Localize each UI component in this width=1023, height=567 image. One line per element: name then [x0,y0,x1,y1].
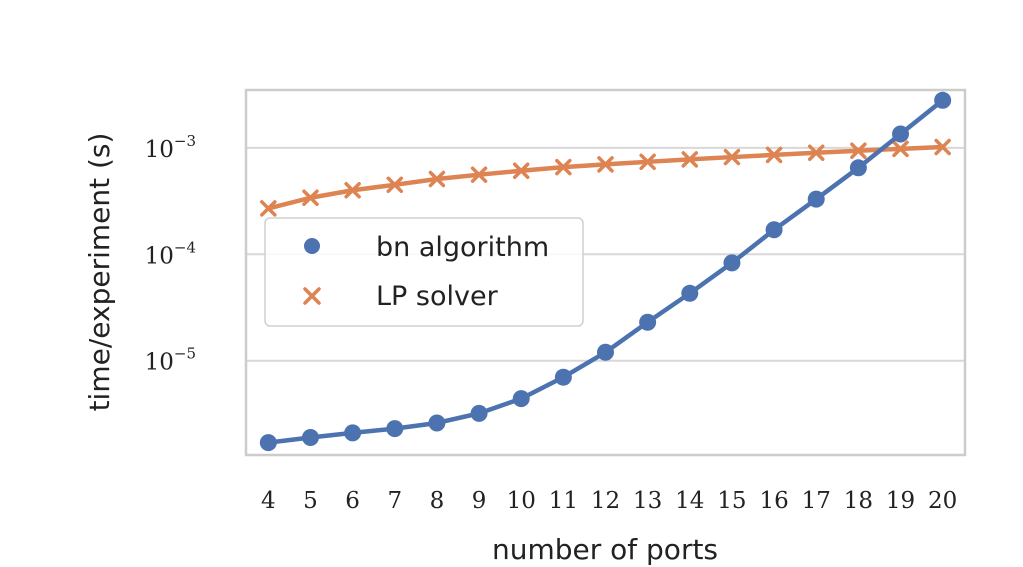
x-axis-label: number of ports [492,533,718,566]
data-point-lp-solver [386,176,404,194]
x-tick-label: 4 [261,488,276,514]
data-point-lp-solver [681,151,699,168]
data-point-bn-algorithm [428,414,446,432]
data-point-lp-solver [765,146,783,164]
legend-label-bn-algorithm: bn algorithm [376,232,549,263]
x-tick-label: 17 [802,488,831,514]
data-point-bn-algorithm [681,284,699,302]
data-point-bn-algorithm [934,91,952,109]
legend-label-lp-solver: LP solver [376,281,499,312]
x-tick-label: 18 [844,488,873,514]
x-tick-labels: 4 5 6 7 8 9 10 11 12 13 14 15 16 17 18 19 20 [261,488,957,514]
x-tick-label: 19 [886,488,915,514]
data-point-bn-algorithm [301,428,319,446]
legend-marker-lp-solver [303,287,321,305]
x-tick-label: 10 [507,488,536,514]
y-tick-label: 10−4 [145,238,196,269]
data-point-lp-solver [260,200,277,217]
y-axis-label: time/experiment (s) [83,133,116,412]
data-point-bn-algorithm [892,125,910,143]
x-tick-label: 14 [675,488,704,514]
x-tick-label: 9 [472,488,487,514]
legend-marker-bn-algorithm [304,238,320,254]
data-point-bn-algorithm [807,190,825,208]
x-tick-label: 16 [759,488,788,514]
data-point-lp-solver [850,142,867,160]
data-point-lp-solver [807,144,825,162]
legend-box [264,217,584,327]
data-point-bn-algorithm [849,159,867,177]
data-point-bn-algorithm [723,254,741,272]
data-point-lp-solver [512,162,530,179]
legend: bn algorithm LP solver [264,217,584,327]
y-tick-label: 10−5 [145,345,196,376]
data-point-lp-solver [344,181,361,199]
data-point-lp-solver [597,156,614,173]
data-point-lp-solver [428,170,446,188]
x-tick-label: 15 [717,488,746,514]
data-point-lp-solver [934,138,951,156]
data-point-bn-algorithm [259,434,277,452]
data-point-bn-algorithm [470,404,488,422]
data-point-bn-algorithm [386,420,404,438]
data-point-lp-solver [470,166,488,183]
data-point-bn-algorithm [639,313,657,331]
data-point-lp-solver [302,189,319,206]
data-point-bn-algorithm [344,424,362,442]
data-point-lp-solver [639,153,656,171]
data-point-lp-solver [892,140,909,158]
x-tick-label: 20 [928,488,957,514]
data-point-lp-solver [555,158,572,176]
x-tick-label: 6 [345,488,360,514]
data-point-bn-algorithm [597,343,614,361]
data-point-bn-algorithm [765,221,783,239]
x-tick-label: 11 [549,488,578,514]
y-tick-label: 10−3 [145,132,196,163]
x-tick-label: 12 [591,488,620,514]
y-tick-labels: 10−5 10−4 10−3 [145,132,196,376]
x-tick-label: 5 [303,488,318,514]
series-layer [259,91,952,452]
plot-frame [244,88,967,457]
x-tick-label: 13 [633,488,662,514]
data-point-bn-algorithm [512,390,530,408]
data-point-lp-solver [723,148,741,166]
x-tick-label: 8 [430,488,445,514]
data-point-bn-algorithm [554,368,572,386]
x-tick-label: 7 [387,488,402,514]
